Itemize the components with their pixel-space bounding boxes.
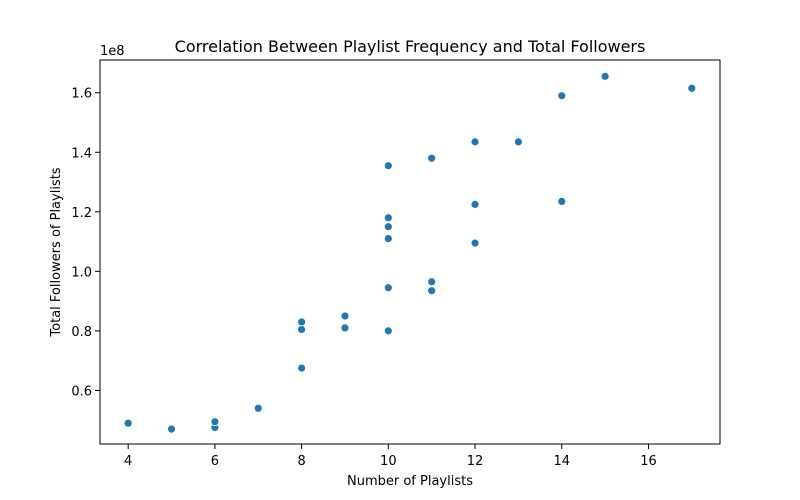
scatter-point [470,238,480,248]
scatter-point [557,196,567,206]
y-tick-label: 0.8 [71,325,92,340]
x-tick-label: 12 [467,454,484,469]
scatter-point [600,71,610,81]
y-tick-label: 0.6 [71,384,92,399]
x-tick-label: 10 [380,454,397,469]
scatter-point [340,311,350,321]
x-tick-label: 8 [297,454,305,469]
data-points [123,71,697,434]
scatter-point [470,199,480,209]
scatter-point [297,324,307,334]
scatter-point [383,222,393,232]
y-axis-label: Total Followers of Playlists [49,167,64,337]
y-tick-label: 1.6 [71,87,92,102]
scatter-point [297,317,307,327]
x-axis-label: Number of Playlists [347,474,473,489]
x-tick-label: 14 [553,454,570,469]
plot-frame [99,59,721,445]
scatter-point [687,83,697,93]
scatter-point [123,418,133,428]
scatter-point [340,323,350,333]
x-tick-label: 4 [124,454,132,469]
x-tick-label: 6 [211,454,219,469]
x-tick-label: 16 [640,454,657,469]
y-axis-offset-label: 1e8 [100,44,125,59]
scatter-point [557,91,567,101]
scatter-point [253,403,263,413]
scatter-point [383,234,393,244]
scatter-point [427,286,437,296]
scatter-point [383,161,393,171]
scatter-point [427,153,437,163]
scatter-point [383,213,393,223]
y-tick-label: 1.0 [71,265,92,280]
x-axis-ticks: 4 6 8 10 12 14 16 [124,444,657,469]
scatter-point [297,363,307,373]
scatter-point [210,417,220,427]
scatter-point [470,137,480,147]
scatter-point [167,424,176,434]
chart-title: Correlation Between Playlist Frequency a… [175,37,646,56]
y-tick-label: 1.2 [71,206,92,221]
y-tick-label: 1.4 [71,146,92,161]
y-axis-ticks: 0.6 0.8 1.0 1.2 1.4 1.6 [71,87,100,399]
scatter-point [513,137,523,147]
scatter-point [427,277,437,287]
scatter-point [383,326,393,336]
scatter-point [383,283,393,293]
